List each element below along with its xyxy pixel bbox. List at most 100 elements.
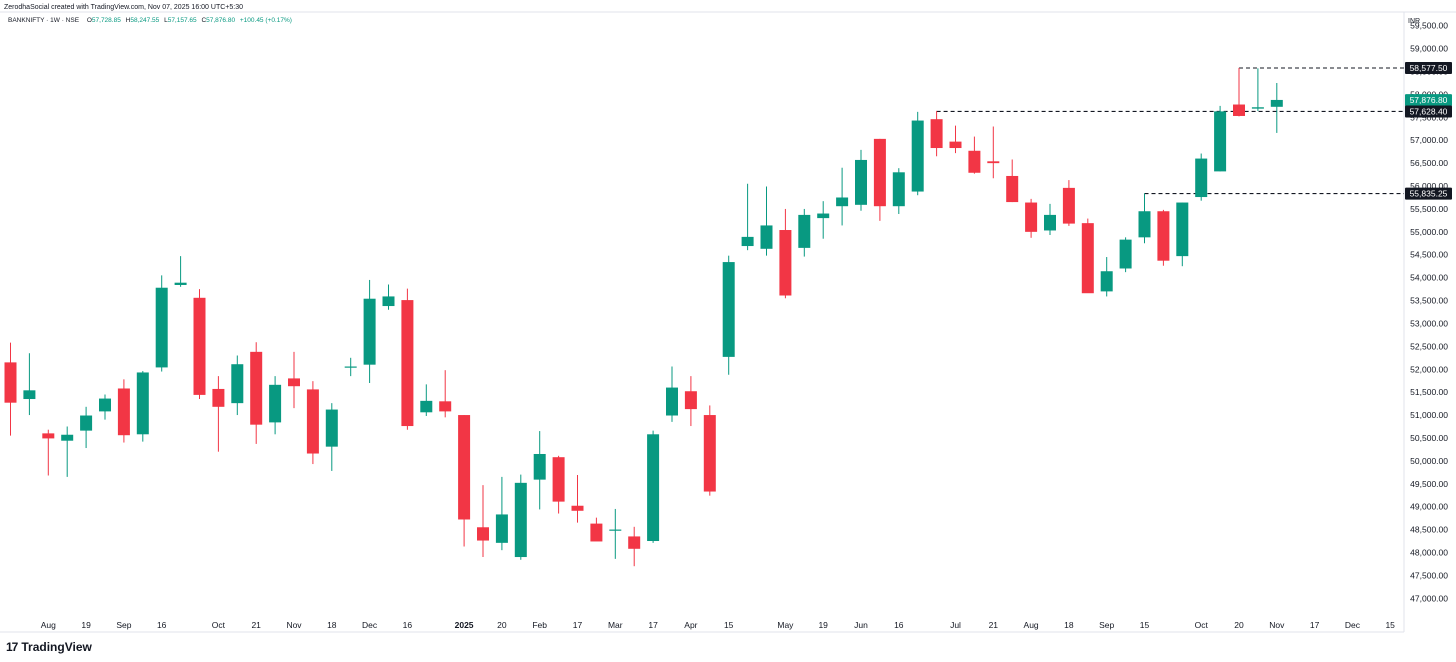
candle-body bbox=[892, 172, 905, 207]
candle[interactable] bbox=[4, 342, 17, 436]
x-tick-label: 21 bbox=[251, 620, 261, 630]
candle[interactable] bbox=[949, 125, 962, 154]
candle[interactable] bbox=[212, 376, 225, 452]
candle[interactable] bbox=[590, 517, 603, 542]
candle[interactable] bbox=[1081, 218, 1094, 294]
candle[interactable] bbox=[495, 476, 508, 551]
candle[interactable] bbox=[439, 370, 452, 418]
candle[interactable] bbox=[1044, 203, 1056, 236]
x-tick-label: 20 bbox=[1234, 620, 1244, 630]
y-tick-label: 49,000.00 bbox=[1410, 502, 1448, 512]
candle[interactable] bbox=[684, 376, 697, 427]
candle[interactable] bbox=[968, 136, 981, 174]
candle-body bbox=[117, 388, 130, 436]
candle[interactable] bbox=[1195, 153, 1208, 201]
candle[interactable] bbox=[23, 353, 36, 416]
candle[interactable] bbox=[533, 431, 546, 510]
candle[interactable] bbox=[1025, 198, 1038, 238]
candle[interactable] bbox=[987, 126, 1000, 179]
candle[interactable] bbox=[477, 485, 489, 558]
candle[interactable] bbox=[136, 371, 149, 442]
candle[interactable] bbox=[231, 355, 244, 416]
candle[interactable] bbox=[930, 110, 943, 157]
candle[interactable] bbox=[1119, 237, 1132, 273]
candle[interactable] bbox=[514, 474, 527, 560]
candle[interactable] bbox=[836, 167, 849, 226]
x-tick-label: 15 bbox=[1385, 620, 1395, 630]
candle[interactable] bbox=[855, 149, 867, 211]
candle[interactable] bbox=[666, 366, 678, 422]
candle[interactable] bbox=[817, 201, 830, 239]
candle-body bbox=[514, 482, 527, 558]
candle[interactable] bbox=[1157, 209, 1170, 266]
candle[interactable] bbox=[760, 186, 773, 256]
candle-body bbox=[1233, 104, 1245, 116]
candle[interactable] bbox=[193, 289, 206, 400]
candle[interactable] bbox=[1251, 68, 1264, 111]
candle-body bbox=[1195, 158, 1208, 198]
candle[interactable] bbox=[911, 111, 924, 196]
candle-body bbox=[42, 433, 55, 439]
y-tick-label: 53,000.00 bbox=[1410, 318, 1448, 328]
candle[interactable] bbox=[61, 426, 74, 477]
candle[interactable] bbox=[288, 351, 300, 409]
candle[interactable] bbox=[80, 406, 93, 449]
price-chart[interactable]: INR 47,000.00 47,500.00 48,000.00 48,500.00 4… bbox=[0, 0, 1456, 640]
candle[interactable] bbox=[703, 405, 716, 496]
candle[interactable] bbox=[609, 508, 622, 559]
candle[interactable] bbox=[269, 376, 282, 435]
candle[interactable] bbox=[325, 403, 338, 471]
candle-body bbox=[533, 453, 546, 480]
candle-body bbox=[363, 298, 376, 365]
candle[interactable] bbox=[1100, 257, 1113, 297]
y-tick-label: 47,500.00 bbox=[1410, 570, 1448, 580]
candle[interactable] bbox=[647, 430, 660, 543]
candle[interactable] bbox=[117, 379, 130, 443]
candle[interactable] bbox=[722, 255, 735, 375]
candle[interactable] bbox=[741, 183, 754, 251]
candle[interactable] bbox=[420, 384, 433, 416]
candle[interactable] bbox=[250, 342, 263, 444]
x-tick-label: Oct bbox=[1195, 620, 1209, 630]
candle[interactable] bbox=[798, 208, 811, 257]
candle[interactable] bbox=[1214, 105, 1227, 172]
candle[interactable] bbox=[306, 381, 319, 465]
candle[interactable] bbox=[363, 279, 376, 383]
x-tick-label: 17 bbox=[1310, 620, 1320, 630]
open-label: O bbox=[86, 17, 92, 24]
candle[interactable] bbox=[174, 256, 187, 287]
candle[interactable] bbox=[1138, 193, 1151, 244]
candle[interactable] bbox=[1270, 82, 1283, 133]
candle[interactable] bbox=[873, 138, 886, 221]
symbol-name[interactable]: BANKNIFTY · 1W · NSE bbox=[8, 17, 80, 24]
candle-body bbox=[911, 120, 924, 192]
candle-body bbox=[61, 434, 74, 441]
y-tick-label: 56,000.00 bbox=[1410, 181, 1448, 191]
candle[interactable] bbox=[1006, 159, 1019, 203]
low-value: 57,157.65 bbox=[167, 17, 197, 24]
candle-body bbox=[571, 505, 584, 511]
candle[interactable] bbox=[1233, 67, 1245, 117]
candle[interactable] bbox=[1176, 202, 1189, 267]
candle[interactable] bbox=[155, 275, 168, 372]
candle-body bbox=[987, 161, 1000, 164]
candle[interactable] bbox=[571, 475, 584, 523]
candle[interactable] bbox=[344, 357, 357, 377]
candle[interactable] bbox=[42, 429, 55, 476]
candle[interactable] bbox=[382, 284, 395, 310]
x-tick-label: Jul bbox=[950, 620, 961, 630]
candle[interactable] bbox=[401, 288, 414, 430]
candle[interactable] bbox=[458, 415, 471, 547]
x-tick-label: 21 bbox=[989, 620, 999, 630]
candle[interactable] bbox=[892, 168, 905, 214]
candle-body bbox=[855, 159, 867, 205]
candle[interactable] bbox=[779, 208, 792, 299]
candle[interactable] bbox=[552, 455, 565, 514]
candle-body bbox=[1251, 107, 1264, 109]
x-tick-label: May bbox=[777, 620, 794, 630]
candle[interactable] bbox=[1062, 180, 1075, 226]
x-tick-label: Jun bbox=[854, 620, 868, 630]
candle[interactable] bbox=[628, 526, 641, 567]
candle[interactable] bbox=[99, 394, 111, 420]
y-tick-label: 50,500.00 bbox=[1410, 433, 1448, 443]
